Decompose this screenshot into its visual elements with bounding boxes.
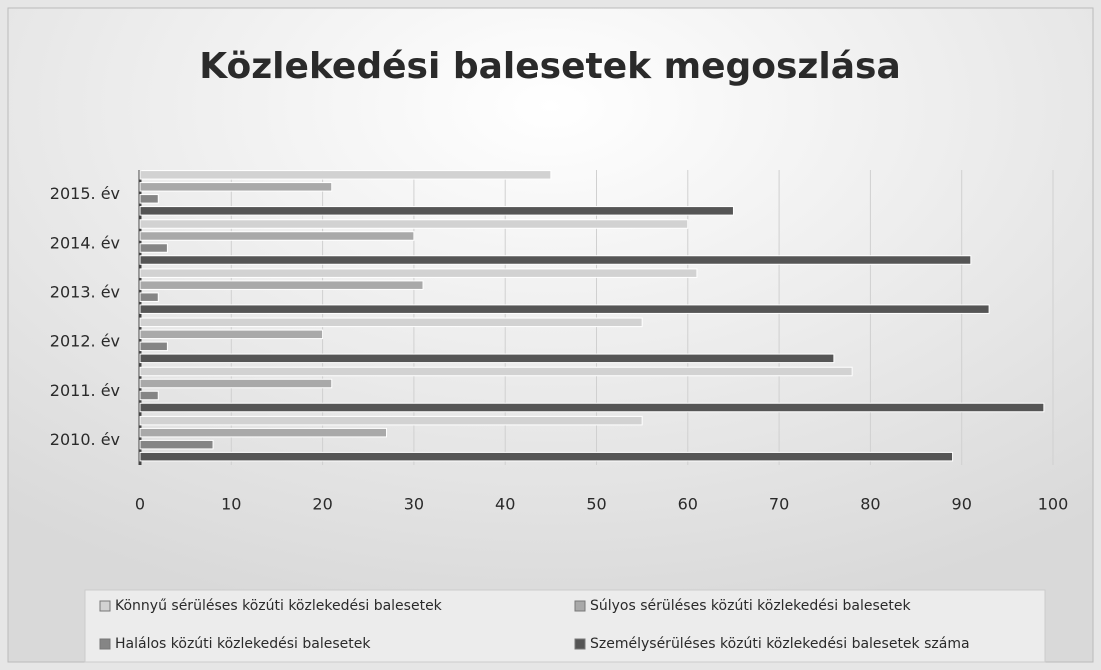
bar bbox=[139, 170, 552, 180]
y-tick-label: 2012. év bbox=[50, 332, 120, 351]
bar bbox=[139, 402, 1045, 413]
bar bbox=[139, 427, 388, 438]
bar bbox=[139, 268, 698, 278]
y-tick-label: 2015. év bbox=[50, 184, 120, 203]
y-tick-label: 2010. év bbox=[50, 430, 120, 449]
bar bbox=[139, 390, 159, 401]
y-tick-label: 2011. év bbox=[50, 381, 120, 400]
bar bbox=[139, 451, 954, 462]
bar bbox=[139, 219, 689, 229]
y-tick-label: 2014. év bbox=[50, 233, 120, 252]
bar bbox=[139, 194, 159, 204]
bar bbox=[139, 304, 990, 314]
x-tick-label: 80 bbox=[860, 495, 880, 514]
legend-swatch bbox=[574, 638, 586, 650]
bar bbox=[139, 182, 333, 192]
bar bbox=[139, 292, 159, 302]
bar bbox=[139, 243, 168, 253]
x-tick-label: 100 bbox=[1038, 495, 1069, 514]
bar bbox=[139, 255, 972, 265]
legend-box bbox=[84, 589, 1046, 663]
x-tick-label: 90 bbox=[952, 495, 972, 514]
bar bbox=[139, 317, 643, 328]
bar bbox=[139, 329, 324, 340]
chart-title: Közlekedési balesetek megoszlása bbox=[199, 46, 901, 87]
x-tick-label: 40 bbox=[495, 495, 515, 514]
legend-swatch bbox=[574, 600, 586, 612]
bar bbox=[139, 353, 835, 364]
bar bbox=[139, 415, 643, 426]
legend-label: Könnyű sérüléses közúti közlekedési bale… bbox=[115, 598, 443, 614]
x-tick-label: 70 bbox=[769, 495, 789, 514]
legend-label: Személysérüléses közúti közlekedési bale… bbox=[590, 636, 970, 652]
x-tick-label: 60 bbox=[678, 495, 698, 514]
x-tick-label: 50 bbox=[586, 495, 606, 514]
legend-label: Halálos közúti közlekedési balesetek bbox=[115, 636, 371, 652]
bar bbox=[139, 366, 853, 377]
bar bbox=[139, 439, 214, 450]
bar bbox=[139, 231, 415, 241]
legend-swatch bbox=[99, 638, 111, 650]
bar bbox=[139, 280, 424, 290]
x-tick-label: 0 bbox=[135, 495, 145, 514]
x-tick-label: 10 bbox=[221, 495, 241, 514]
x-tick-label: 30 bbox=[404, 495, 424, 514]
y-tick-label: 2013. év bbox=[50, 282, 120, 301]
x-tick-label: 20 bbox=[312, 495, 332, 514]
bar bbox=[139, 378, 333, 389]
bar bbox=[139, 206, 734, 216]
bar bbox=[139, 341, 168, 352]
legend-label: Súlyos sérüléses közúti közlekedési bale… bbox=[590, 598, 912, 614]
legend-swatch bbox=[99, 600, 111, 612]
